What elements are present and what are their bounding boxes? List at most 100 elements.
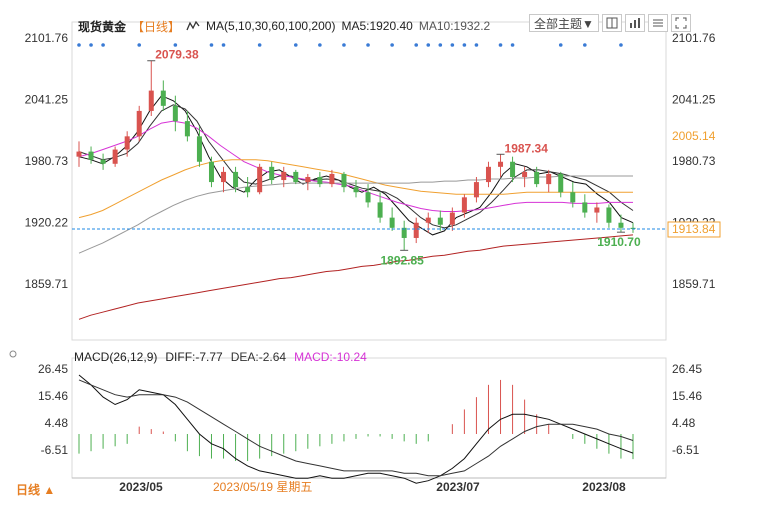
macd-y-tick-right: 4.48 — [672, 416, 696, 430]
event-dot — [426, 43, 431, 47]
cursor-date-label: 2023/05/19 星期五 — [213, 480, 312, 494]
main-panel-border — [71, 21, 667, 341]
candle-body — [112, 149, 118, 164]
high-annotation: 1987.34 — [505, 141, 549, 155]
event-dot — [293, 43, 298, 47]
dea-line — [78, 379, 634, 477]
event-dot — [438, 43, 443, 47]
candle-body — [389, 217, 395, 228]
candle-body — [233, 171, 239, 188]
toolbar: 全部主题▼ — [529, 14, 691, 32]
candle-body — [317, 176, 323, 185]
ma-params: MA(5,10,30,60,100,200) — [206, 19, 336, 33]
ma-line-ma30 — [78, 120, 633, 212]
y-tick-label: 2041.25 — [25, 92, 69, 106]
event-dot — [366, 43, 370, 47]
candle-body — [257, 166, 263, 193]
diff-line — [78, 374, 634, 484]
candle-body — [485, 166, 491, 183]
event-dot — [221, 43, 226, 47]
event-dot — [89, 43, 93, 47]
candle-body — [534, 171, 540, 185]
split-icon[interactable] — [602, 14, 622, 32]
candle-body — [353, 187, 359, 193]
expand-icon[interactable] — [671, 14, 691, 32]
x-tick-label: 2023/08 — [582, 480, 626, 494]
y-tick-label-right: 1980.73 — [672, 154, 716, 168]
candle-body — [449, 212, 455, 225]
candle-body — [160, 90, 166, 106]
candle-body — [473, 182, 479, 198]
candle-body — [425, 217, 431, 223]
dea-value: DEA:-2.64 — [230, 350, 287, 364]
candle-body — [401, 227, 407, 238]
macd-y-tick: 26.45 — [38, 362, 68, 376]
macd-y-tick: -6.51 — [41, 443, 69, 457]
event-dot — [583, 43, 587, 47]
candle-body — [594, 207, 600, 213]
candle-body — [124, 136, 130, 150]
candle-body — [522, 171, 528, 177]
candle-body — [148, 90, 154, 111]
y-tick-label: 1980.73 — [25, 154, 69, 168]
event-dot — [414, 43, 419, 47]
main-legend: 现货黄金 【日线】 MA(5,10,30,60,100,200) MA5:192… — [78, 18, 490, 34]
event-dot — [498, 43, 503, 47]
candle-body — [570, 192, 576, 203]
candle-body — [618, 222, 624, 228]
macd-y-tick: 4.48 — [45, 416, 69, 430]
y-tick-label: 1859.71 — [25, 277, 69, 291]
ma-line-ma60 — [78, 159, 633, 219]
event-dot — [619, 43, 623, 47]
event-dot — [558, 43, 563, 47]
event-dot — [318, 43, 322, 47]
candle-body — [76, 151, 82, 157]
macd-y-tick-right: 26.45 — [672, 362, 702, 376]
right-price-label: 1913.84 — [672, 222, 716, 236]
event-dot — [342, 43, 346, 47]
macd-legend: MACD(26,12,9) DIFF:-7.77 DEA:-2.64 MACD:… — [74, 350, 367, 364]
x-tick-label: 2023/07 — [436, 480, 480, 494]
candle-body — [172, 105, 178, 122]
low-annotation: 1910.70 — [597, 235, 641, 249]
event-dot — [77, 43, 81, 47]
event-dot — [137, 43, 142, 47]
event-dot — [101, 43, 105, 47]
candle-body — [437, 217, 443, 225]
macd-y-tick-right: -6.51 — [672, 443, 700, 457]
event-dot — [450, 43, 455, 47]
candle-body — [461, 197, 467, 213]
event-dot — [510, 43, 515, 47]
right-price-label: 2005.14 — [672, 129, 716, 143]
high-annotation: 2079.38 — [155, 48, 199, 62]
theme-dropdown[interactable]: 全部主题▼ — [529, 14, 599, 32]
candle-body — [208, 161, 214, 183]
bar-chart-icon[interactable] — [625, 14, 645, 32]
ma10-value: MA10:1932.2 — [418, 19, 491, 33]
candle-body — [136, 110, 142, 137]
ma-settings-icon[interactable] — [186, 20, 200, 32]
last-price-box — [667, 221, 721, 238]
candle-body — [281, 171, 287, 181]
candle-body — [606, 207, 612, 223]
panel-toggle-icon — [9, 350, 17, 358]
event-dot — [474, 43, 479, 47]
low-annotation: 1892.85 — [380, 253, 424, 267]
macd-y-tick: 15.46 — [38, 389, 68, 403]
timeframe-label[interactable]: 【日线】 — [132, 19, 181, 34]
y-tick-label-right: 2041.25 — [672, 92, 716, 106]
y-tick-label-right: 1859.71 — [672, 277, 716, 291]
candle-body — [88, 151, 94, 160]
period-toggle[interactable]: 日线 ▲ — [16, 483, 56, 497]
diff-value: DIFF:-7.77 — [165, 350, 223, 364]
ma-line-ma200 — [78, 234, 634, 320]
lines-icon[interactable] — [648, 14, 668, 32]
candle-body — [558, 173, 564, 193]
ma5-value: MA5:1920.40 — [341, 19, 413, 33]
candle-body — [498, 161, 504, 167]
candle-body — [269, 166, 275, 181]
candle-body — [413, 222, 419, 238]
candle-body — [221, 171, 227, 183]
candle-body — [293, 171, 299, 183]
